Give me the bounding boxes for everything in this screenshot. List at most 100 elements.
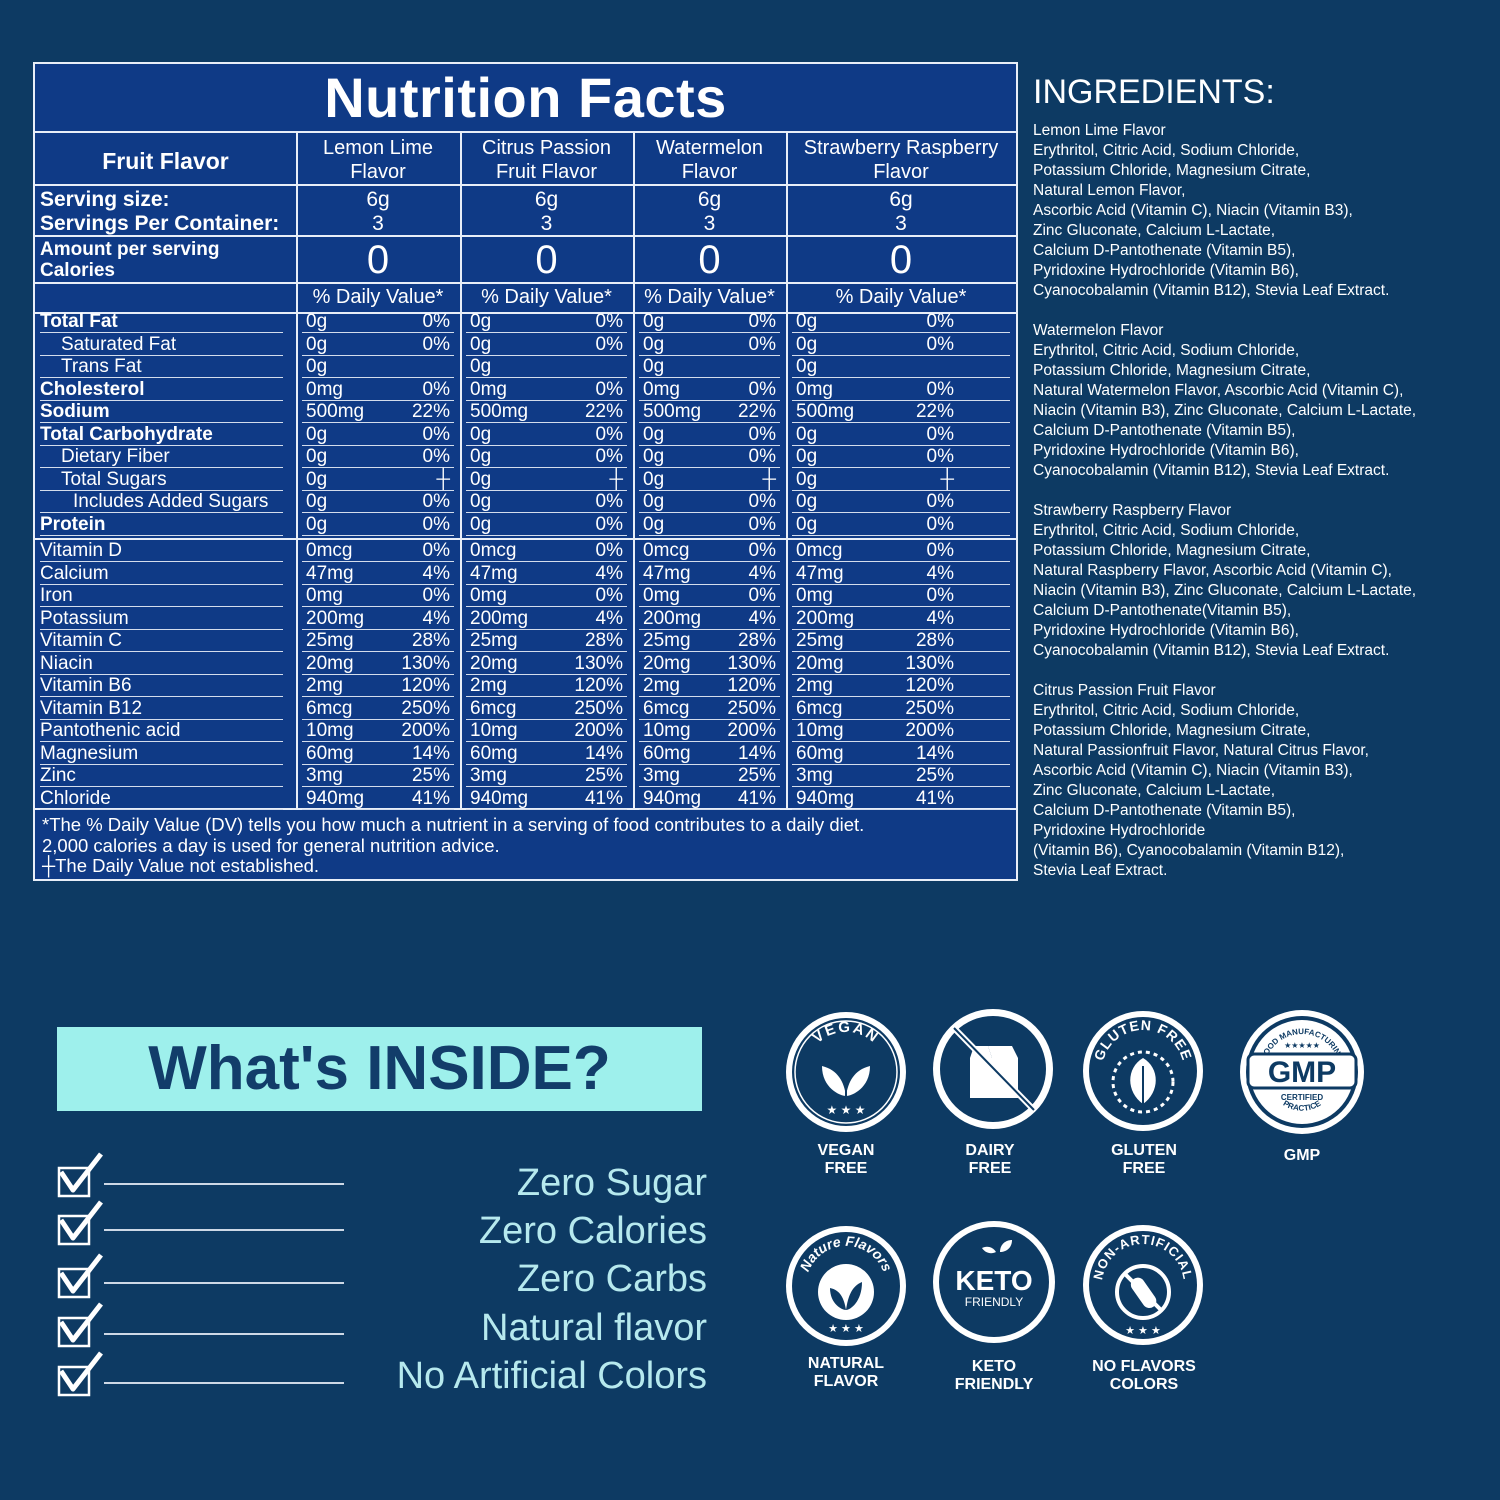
daily-value-header: % Daily Value* bbox=[481, 286, 612, 308]
vitamin-daily-value: 130% bbox=[401, 652, 450, 674]
vitamin-amount: 20mg bbox=[306, 652, 354, 674]
gmp-badge-label: GMP bbox=[1283, 1147, 1321, 1164]
ingredient-line: Pyridoxine Hydrochloride (Vitamin B6), bbox=[1033, 262, 1299, 279]
calories-value: 0 bbox=[366, 238, 390, 282]
serving-size-value: 6g bbox=[889, 188, 913, 211]
nutrient-daily-value: 0% bbox=[422, 446, 450, 467]
servings-value: 3 bbox=[372, 212, 384, 235]
vitamin-daily-value: 4% bbox=[595, 607, 623, 629]
vitamin-amount: 47mg bbox=[796, 562, 844, 584]
row-underline bbox=[639, 489, 780, 491]
vitamin-daily-value: 41% bbox=[915, 787, 954, 809]
row-underline bbox=[639, 561, 780, 562]
footnote-line: ┼The Daily Value not established. bbox=[42, 855, 320, 876]
vitamin-daily-value: 4% bbox=[748, 607, 776, 629]
dairy-free-badge-icon bbox=[933, 1009, 1053, 1129]
nutrient-daily-value: 0% bbox=[748, 423, 776, 445]
vitamin-amount: 200mg bbox=[470, 607, 529, 629]
vitamin-amount: 47mg bbox=[643, 562, 691, 584]
ingredient-line: Erythritol, Citric Acid, Sodium Chloride… bbox=[1033, 702, 1300, 719]
vitamin-daily-value: 0% bbox=[748, 585, 776, 606]
row-underline bbox=[792, 583, 1010, 585]
table-rule bbox=[35, 282, 1016, 284]
nutrient-amount: 0g bbox=[643, 446, 665, 467]
vitamin-daily-value: 4% bbox=[926, 562, 954, 584]
vitamin-daily-value: 0% bbox=[422, 585, 450, 606]
svg-text:★★★★★: ★★★★★ bbox=[1284, 1041, 1320, 1050]
serving-size-value: 6g bbox=[697, 188, 722, 211]
nutrient-amount: 0mg bbox=[306, 378, 343, 400]
vitamin-amount: 47mg bbox=[306, 562, 354, 584]
row-underline bbox=[792, 467, 1010, 468]
servings-value: 3 bbox=[540, 212, 553, 235]
row-underline bbox=[466, 354, 627, 356]
vitamin-amount: 200mg bbox=[796, 607, 855, 629]
row-underline bbox=[792, 561, 1010, 562]
footnote-line: 2,000 calories a day is used for general… bbox=[42, 834, 500, 856]
flavor-name-line2: Fruit Flavor bbox=[495, 161, 598, 183]
servings-value: 3 bbox=[895, 212, 907, 235]
claim-text: Natural flavor bbox=[481, 1307, 707, 1349]
nutrient-daily-value: 0% bbox=[595, 423, 623, 445]
row-underline bbox=[302, 332, 454, 333]
nutrient-daily-value: 0% bbox=[595, 491, 623, 512]
vitamin-amount: 0mcg bbox=[643, 540, 690, 561]
vitamin-amount: 2mg bbox=[796, 675, 833, 696]
checkmark-icon bbox=[57, 1302, 103, 1348]
nutrition-facts-table: Nutrition Facts Fruit Flavor Lemon Lime Fl… bbox=[33, 62, 1018, 881]
vitamin-amount: 2mg bbox=[470, 675, 507, 696]
nutrient-amount: 0g bbox=[470, 333, 492, 355]
vitamin-amount: 0mg bbox=[306, 585, 343, 606]
nutrient-amount: 0g bbox=[306, 333, 328, 355]
vitamin-daily-value: 41% bbox=[737, 787, 776, 809]
row-underline bbox=[639, 583, 780, 585]
vitamin-amount: 2mg bbox=[643, 675, 680, 696]
nutrient-amount: 0g bbox=[306, 311, 328, 332]
vitamin-amount: 60mg bbox=[796, 742, 844, 764]
ingredient-line: Natural Passionfruit Flavor, Natural Cit… bbox=[1033, 742, 1369, 759]
vitamin-daily-value: 200% bbox=[727, 720, 776, 741]
row-underline bbox=[466, 651, 627, 652]
row-underline bbox=[40, 422, 283, 423]
claim-text: Zero Carbs bbox=[516, 1258, 707, 1300]
table-column-divider bbox=[296, 131, 298, 808]
ingredient-line: Niacin (Vitamin B3), Zinc Gluconate, Cal… bbox=[1033, 402, 1417, 419]
row-underline bbox=[466, 628, 627, 630]
claim-text: Zero Sugar bbox=[516, 1162, 707, 1204]
nutrient-amount: 0g bbox=[796, 491, 818, 512]
row-underline bbox=[302, 512, 454, 513]
vitamin-label: Magnesium bbox=[40, 742, 139, 764]
vitamin-label: Vitamin D bbox=[40, 540, 123, 561]
vitamin-amount: 940mg bbox=[643, 787, 702, 809]
nutrient-daily-value: 0% bbox=[422, 423, 450, 445]
row-underline bbox=[466, 444, 627, 446]
nutrient-amount: 0g bbox=[306, 423, 328, 445]
flavor-name-line2: Flavor bbox=[350, 161, 406, 183]
nutrient-amount: 0g bbox=[470, 311, 492, 332]
vitamin-daily-value: 0% bbox=[926, 585, 954, 606]
ingredient-line: Calcium D-Pantothenate (Vitamin B5), bbox=[1033, 422, 1296, 439]
row-underline bbox=[40, 377, 283, 378]
ingredient-line: Erythritol, Citric Acid, Sodium Chloride… bbox=[1033, 522, 1300, 539]
row-underline bbox=[302, 606, 454, 607]
nutrient-daily-value: 0% bbox=[422, 311, 450, 332]
vitamin-daily-value: 4% bbox=[422, 562, 450, 584]
ingredient-line: (Vitamin B6), Cyanocobalamin (Vitamin B1… bbox=[1033, 842, 1345, 859]
row-underline bbox=[40, 354, 283, 356]
vitamin-daily-value: 25% bbox=[411, 765, 450, 786]
row-underline bbox=[639, 628, 780, 630]
row-underline bbox=[40, 583, 283, 585]
claim-text: No Artificial Colors bbox=[396, 1355, 707, 1397]
row-underline bbox=[639, 763, 780, 765]
row-underline bbox=[40, 763, 283, 765]
row-underline bbox=[302, 763, 454, 765]
ingredient-line: Pyridoxine Hydrochloride bbox=[1033, 822, 1206, 839]
nutrient-label: Total Fat bbox=[40, 311, 118, 332]
vitamin-daily-value: 200% bbox=[574, 720, 623, 741]
row-underline bbox=[792, 808, 1010, 810]
row-underline bbox=[792, 651, 1010, 652]
nutrient-daily-value: 0% bbox=[926, 491, 954, 512]
daily-value-header: % Daily Value* bbox=[312, 286, 444, 308]
nutrient-amount: 0g bbox=[643, 513, 665, 535]
vitamin-daily-value: 200% bbox=[905, 720, 954, 741]
